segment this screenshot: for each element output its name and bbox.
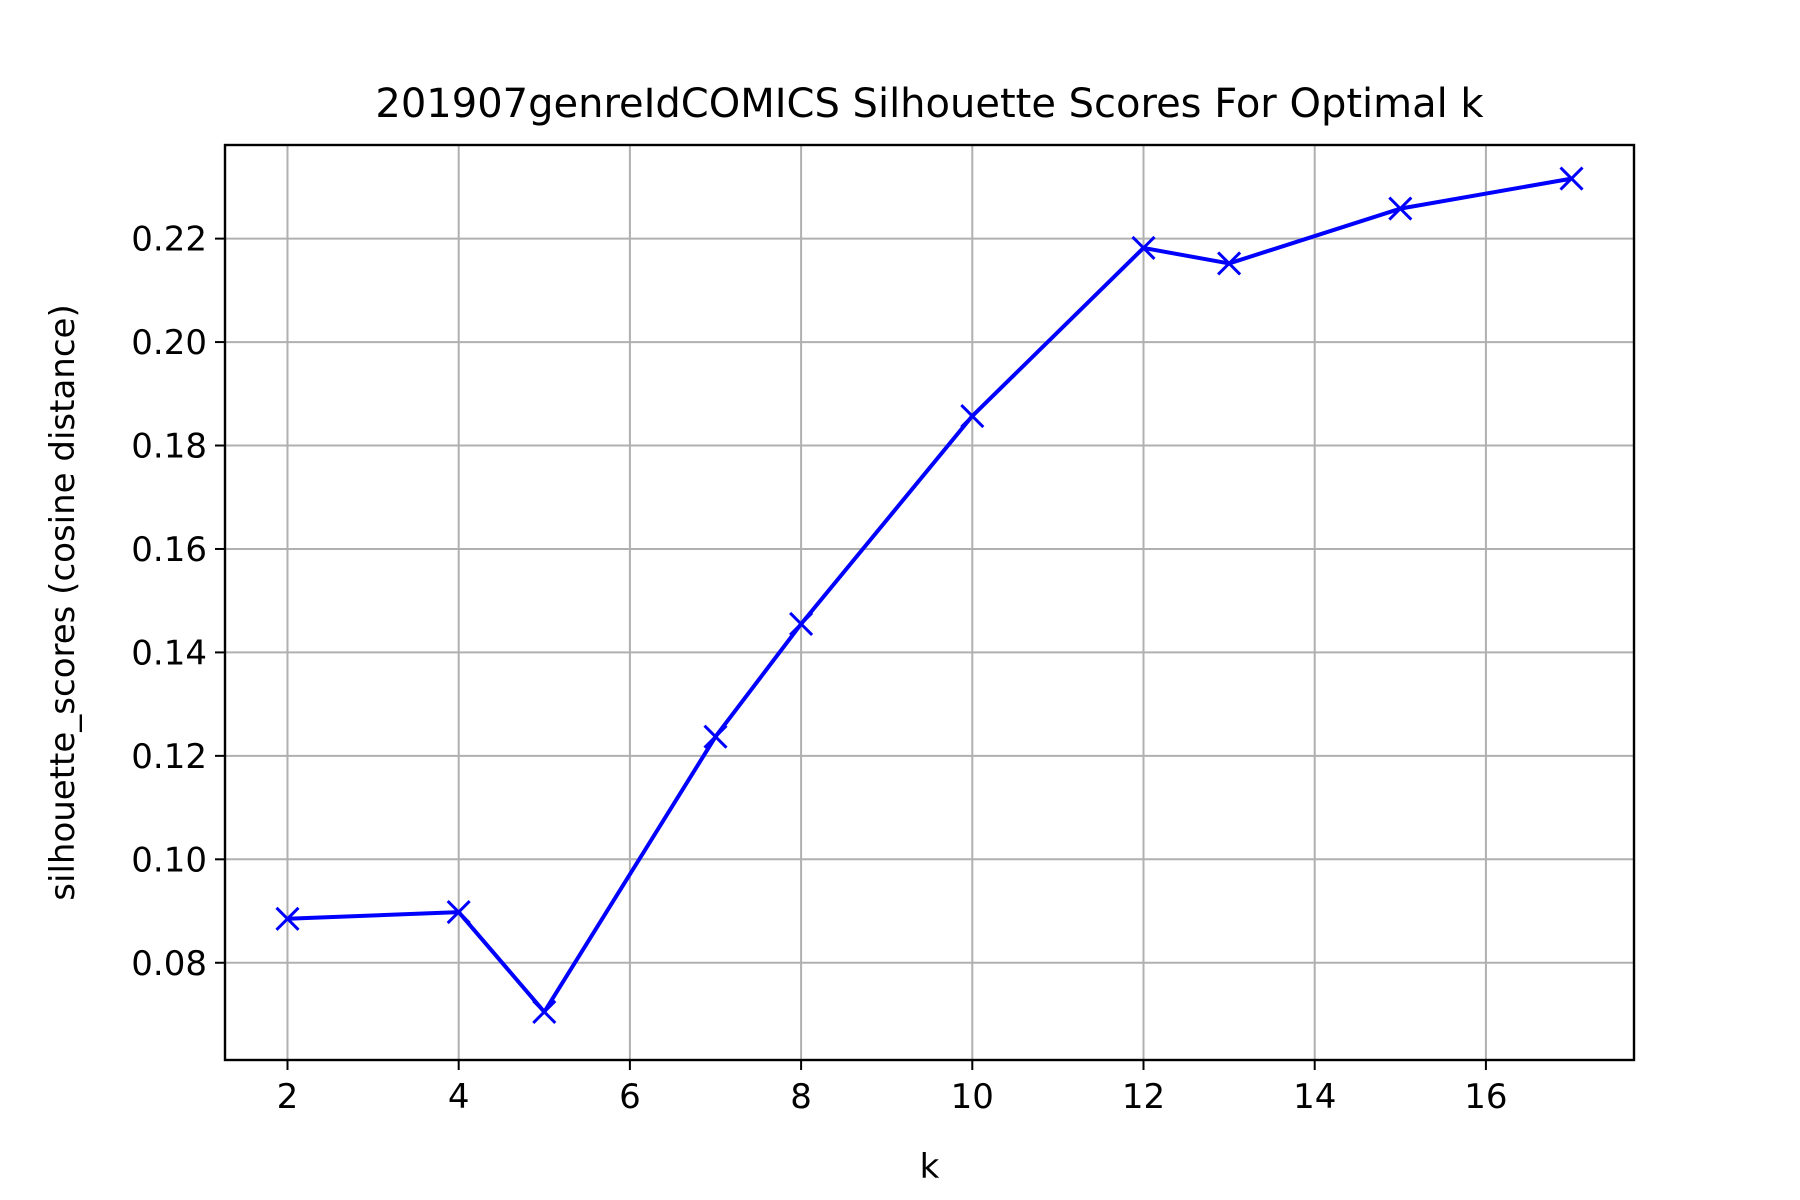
y-tick-label: 0.22 <box>131 220 207 260</box>
x-tick-label: 10 <box>951 1077 994 1117</box>
grid-layer <box>225 145 1634 1060</box>
y-tick-label: 0.16 <box>131 530 207 570</box>
data-point-marker <box>1217 251 1242 276</box>
data-point-marker <box>446 900 471 925</box>
series-line <box>287 176 1572 1014</box>
y-axis-label: silhouette_scores (cosine distance) <box>43 304 83 900</box>
y-tick-label: 0.08 <box>131 944 207 984</box>
x-axis-label: k <box>920 1147 940 1187</box>
x-tick-label: 4 <box>448 1077 470 1117</box>
y-tick-label: 0.20 <box>131 323 207 363</box>
y-tick-label: 0.14 <box>131 633 207 673</box>
plot-frame <box>223 143 1636 1062</box>
data-point-marker <box>960 403 985 429</box>
y-tick-label: 0.18 <box>131 427 207 467</box>
x-tick-label: 14 <box>1293 1077 1336 1117</box>
data-point-marker <box>275 906 300 931</box>
x-tick-label: 6 <box>619 1077 641 1117</box>
x-tick-label: 2 <box>277 1077 299 1117</box>
data-point-marker <box>1388 196 1413 221</box>
data-point-marker <box>532 999 557 1024</box>
chart-title: 201907genreIdCOMICS Silhouette Scores Fo… <box>375 81 1484 127</box>
x-tick-label: 12 <box>1122 1077 1165 1117</box>
data-point-marker <box>703 724 728 749</box>
data-point-marker <box>1559 166 1584 191</box>
tick-layer: 2 4 6 8 10 12 14 16 0.08 0.10 0.12 0.14 0.16 0.18 0.20… <box>131 220 1507 1117</box>
series-layer <box>275 166 1584 1024</box>
data-point-marker <box>789 611 814 637</box>
y-tick-label: 0.12 <box>131 737 207 777</box>
x-tick-label: 8 <box>790 1077 812 1117</box>
y-tick-label: 0.10 <box>131 840 207 880</box>
x-tick-label: 16 <box>1464 1077 1507 1117</box>
data-point-marker <box>1131 235 1156 260</box>
